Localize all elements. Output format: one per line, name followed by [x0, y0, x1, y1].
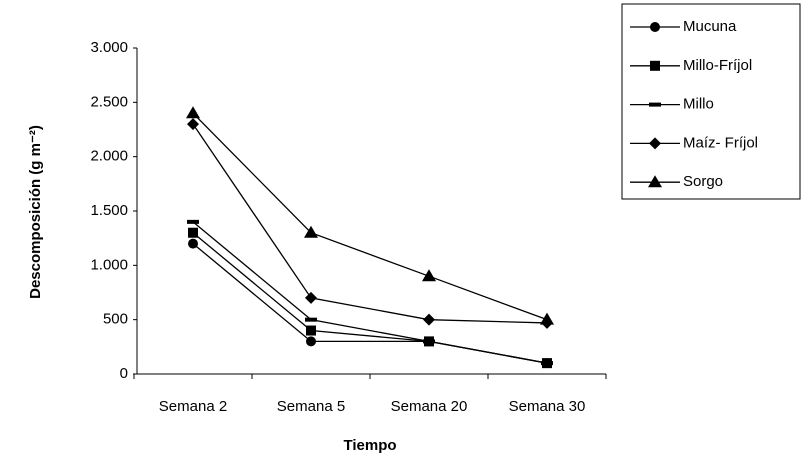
legend-marker	[648, 175, 662, 188]
x-tick-label: Semana 30	[509, 398, 586, 415]
legend-box	[621, 3, 801, 200]
legend-marker	[650, 60, 660, 71]
x-tick-label: Semana 20	[391, 398, 468, 415]
y-tick-label: 3.000	[90, 39, 128, 56]
y-tick-label: 2.000	[90, 148, 128, 165]
legend-label: Mucuna	[683, 18, 737, 35]
legend-marker	[650, 22, 660, 32]
y-tick-label: 1.000	[90, 256, 128, 273]
legend-label: Millo	[683, 96, 714, 113]
data-point	[187, 219, 199, 224]
data-point	[188, 238, 198, 249]
legend-label: Sorgo	[683, 173, 723, 190]
x-axis-label: Tiempo	[343, 437, 396, 454]
legend-label: Maíz- Fríjol	[683, 134, 758, 151]
series-line	[192, 232, 548, 364]
data-point	[188, 227, 198, 238]
x-tick-label: Semana 2	[159, 398, 227, 415]
data-point	[422, 269, 436, 282]
y-tick-label: 1.500	[90, 202, 128, 219]
y-tick-label: 500	[103, 311, 128, 328]
series-line	[192, 123, 548, 324]
y-tick-label: 2.500	[90, 93, 128, 110]
legend-marker	[649, 102, 661, 107]
x-tick-label: Semana 5	[277, 398, 345, 415]
series-line	[192, 243, 548, 364]
data-point	[541, 361, 553, 366]
data-point	[186, 106, 200, 119]
data-point	[306, 325, 316, 336]
legend-marker	[649, 137, 661, 150]
series-line	[192, 221, 548, 364]
data-point	[540, 312, 554, 325]
series-line	[192, 112, 548, 321]
data-point	[306, 336, 316, 347]
y-tick-label: 0	[120, 365, 128, 382]
data-point	[305, 317, 317, 322]
data-point	[305, 291, 317, 304]
legend-label: Millo-Fríjol	[683, 57, 752, 74]
data-point	[187, 118, 199, 131]
data-point	[423, 313, 435, 326]
y-axis-label: Descomposición (g m⁻²)	[27, 125, 44, 299]
data-point	[423, 339, 435, 344]
data-point	[304, 225, 318, 238]
